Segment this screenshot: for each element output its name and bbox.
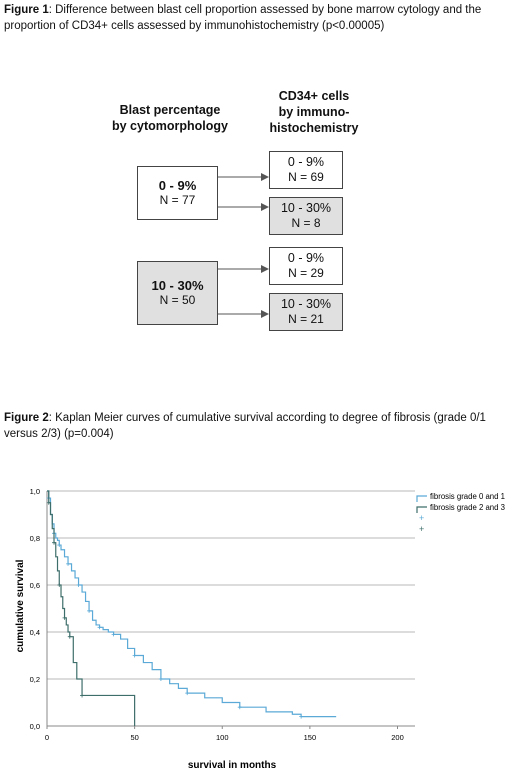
- legend-censor-symbol: +: [419, 524, 424, 534]
- left-header-line2: by cytomorphology: [112, 119, 228, 133]
- x-tick-label: 0: [45, 733, 49, 742]
- censor-mark: [185, 691, 190, 696]
- group1-sub2-n: N = 8: [291, 216, 321, 230]
- x-tick-label: 100: [216, 733, 229, 742]
- right-header: CD34+ cells by immuno- histochemistry: [254, 88, 374, 136]
- left-header: Blast percentage by cytomorphology: [100, 102, 240, 134]
- y-axis-label: cumulative survival: [15, 559, 26, 652]
- group2-sub2-range: 10 - 30%: [280, 297, 332, 311]
- right-header-line1: CD34+ cells: [278, 89, 350, 103]
- censor-mark: [76, 583, 81, 587]
- group1-sub2-box: 10 - 30% N = 8: [269, 197, 343, 235]
- chart-gridlines: [47, 490, 415, 680]
- censor-mark: [80, 693, 85, 698]
- series-line-2: [47, 490, 136, 726]
- censor-mark: [46, 500, 51, 505]
- group2-box: 10 - 30% N = 50: [137, 261, 218, 325]
- censor-mark: [57, 543, 62, 548]
- y-tick-label: 0,8: [30, 534, 40, 543]
- censor-mark: [158, 677, 163, 681]
- kaplan-meier-chart: 0,0 0,2 0,4 0,6 0,8 1,0 0 50 100 150 200 fibrosis…: [15, 487, 505, 771]
- censor-mark: [57, 583, 62, 587]
- censor-mark: [62, 615, 67, 620]
- chart-legend: fibrosis grade 0 and 1 fibrosis grade 2 a…: [416, 492, 505, 534]
- legend-label: fibrosis grade 2 and 3: [430, 503, 505, 512]
- group1-sub1-range: 0 - 9%: [287, 155, 325, 169]
- figure2-caption: Figure 2: Kaplan Meier curves of cumulat…: [4, 410, 514, 442]
- group2-sub2-n: N = 21: [288, 312, 324, 326]
- figure1-label: Figure 1: [4, 4, 49, 16]
- censor-mark: [67, 634, 72, 639]
- censor-mark: [299, 714, 304, 719]
- group1-sub2-range: 10 - 30%: [280, 201, 332, 215]
- y-tick-labels: 0,0 0,2 0,4 0,6 0,8 1,0: [30, 487, 40, 731]
- figure1-caption-text: : Difference between blast cell proporti…: [4, 4, 482, 32]
- x-tick-label: 50: [130, 733, 138, 742]
- group1-sub1-box: 0 - 9% N = 69: [269, 151, 343, 189]
- censor-mark: [97, 625, 102, 630]
- x-tick-labels: 0 50 100 150 200: [45, 726, 404, 742]
- group1-box: 0 - 9% N = 77: [137, 166, 218, 220]
- censor-mark: [66, 561, 71, 566]
- survival-curves: [46, 490, 337, 726]
- figure1-caption: Figure 1: Difference between blast cell …: [4, 2, 514, 34]
- x-axis-label: survival in months: [188, 760, 277, 771]
- left-header-line1: Blast percentage: [119, 103, 221, 117]
- censor-mark: [237, 705, 242, 710]
- diagram-arrows: [216, 173, 269, 318]
- censor-mark: [111, 632, 116, 637]
- y-tick-label: 0,4: [30, 628, 40, 637]
- group1-range: 0 - 9%: [158, 178, 197, 193]
- y-tick-label: 1,0: [30, 487, 40, 496]
- x-tick-label: 150: [304, 733, 317, 742]
- censor-mark: [87, 608, 92, 613]
- legend-swatch: [416, 506, 427, 513]
- legend-swatch: [416, 495, 427, 502]
- series-line-1: [47, 490, 337, 718]
- figure1-diagram: Blast percentage by cytomorphology CD34+…: [0, 60, 520, 360]
- x-tick-label: 200: [391, 733, 404, 742]
- group1-sub1-n: N = 69: [288, 170, 324, 184]
- group1-n: N = 77: [159, 193, 196, 207]
- legend-censor-symbol: +: [419, 513, 424, 523]
- group2-sub1-box: 0 - 9% N = 29: [269, 247, 343, 285]
- group2-range: 10 - 30%: [151, 278, 204, 293]
- right-header-line3: histochemistry: [269, 121, 359, 135]
- censor-mark: [52, 540, 57, 545]
- y-tick-label: 0,6: [30, 581, 40, 590]
- legend-label: fibrosis grade 0 and 1: [430, 492, 505, 501]
- group2-sub2-box: 10 - 30% N = 21: [269, 293, 343, 331]
- group2-sub1-n: N = 29: [288, 266, 324, 280]
- figure2-caption-text: : Kaplan Meier curves of cumulative surv…: [4, 412, 486, 440]
- group2-sub1-range: 0 - 9%: [287, 251, 325, 265]
- right-header-line2: by immuno-: [278, 105, 350, 119]
- figure2-label: Figure 2: [4, 412, 49, 424]
- group2-n: N = 50: [159, 293, 196, 307]
- y-tick-label: 0,2: [30, 675, 40, 684]
- censor-mark: [132, 653, 137, 658]
- y-tick-label: 0,0: [30, 722, 40, 731]
